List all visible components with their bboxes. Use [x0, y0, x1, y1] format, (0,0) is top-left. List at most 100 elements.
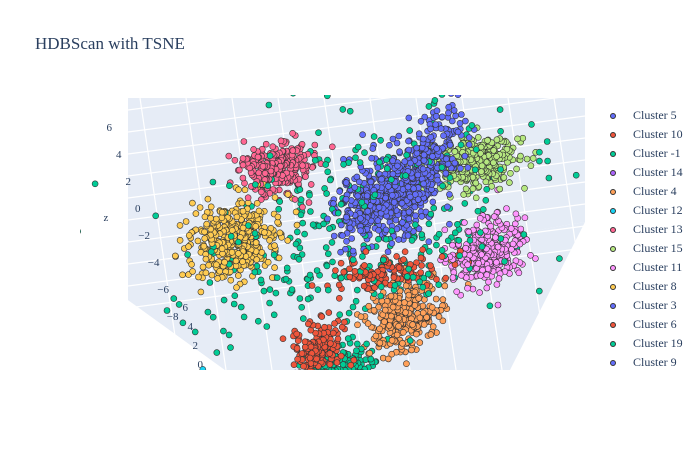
data-point — [244, 372, 250, 378]
data-point — [263, 425, 269, 431]
data-point — [217, 391, 223, 397]
data-point — [372, 332, 380, 340]
data-point — [91, 180, 99, 188]
data-point — [328, 143, 336, 151]
scatter-3d-scene[interactable]: 6 4 2 0 −2 −4 −6 −8 z 6 4 2 0 — [0, 0, 600, 450]
data-point — [355, 178, 363, 186]
data-point — [269, 438, 275, 444]
data-point — [376, 339, 384, 347]
data-point — [326, 176, 334, 184]
data-point — [424, 270, 432, 278]
data-point — [294, 355, 301, 363]
legend-item[interactable]: Cluster 13 — [606, 220, 700, 239]
data-point — [326, 350, 334, 357]
data-point — [186, 404, 192, 410]
legend-item[interactable]: Cluster 12 — [606, 201, 700, 220]
data-point — [346, 391, 352, 397]
data-point — [274, 213, 282, 221]
legend-item[interactable]: Cluster 19 — [606, 334, 700, 353]
data-point — [320, 220, 327, 228]
data-point — [331, 372, 337, 378]
data-point — [218, 386, 224, 392]
data-point — [273, 439, 279, 445]
data-point — [267, 434, 273, 440]
legend-item[interactable]: Cluster 5 — [606, 106, 700, 125]
data-point — [213, 261, 220, 269]
data-point — [342, 195, 350, 203]
data-point — [245, 434, 251, 440]
legend-item[interactable]: Cluster 4 — [606, 182, 700, 201]
data-point — [207, 392, 213, 398]
data-point — [232, 257, 240, 265]
legend-item[interactable]: Cluster 6 — [606, 315, 700, 334]
data-point — [416, 314, 424, 322]
data-point — [194, 407, 200, 413]
legend-marker-icon — [610, 207, 616, 214]
data-point — [219, 378, 225, 384]
data-point — [242, 410, 248, 416]
data-point — [199, 415, 205, 421]
data-point — [382, 235, 390, 243]
legend-item[interactable]: Cluster 10 — [606, 125, 700, 144]
data-point — [298, 384, 304, 390]
data-point — [497, 166, 504, 173]
data-point — [503, 205, 510, 212]
data-point — [187, 415, 193, 421]
data-point — [197, 411, 203, 417]
data-point — [389, 135, 397, 143]
data-point — [354, 143, 362, 151]
legend-item[interactable]: Cluster 8 — [606, 277, 700, 296]
data-point — [429, 153, 436, 160]
data-point — [420, 151, 428, 159]
data-point — [279, 409, 285, 415]
data-point — [353, 340, 361, 348]
data-point — [484, 265, 492, 273]
data-point — [191, 419, 197, 425]
data-point — [275, 205, 283, 213]
data-point — [240, 411, 246, 417]
data-point — [243, 428, 249, 434]
data-point — [358, 199, 366, 206]
data-point — [201, 391, 207, 397]
data-point — [208, 392, 214, 398]
data-point — [299, 315, 307, 322]
data-point — [332, 369, 337, 370]
data-point — [273, 436, 279, 442]
data-point — [267, 437, 273, 443]
data-point — [367, 355, 375, 363]
legend-item[interactable]: Cluster -1 — [606, 144, 700, 163]
data-point — [325, 309, 333, 316]
data-point — [316, 384, 322, 390]
data-point — [336, 188, 343, 195]
y-tick-label: 6 — [183, 302, 189, 314]
data-point — [195, 392, 201, 398]
data-point — [432, 113, 440, 120]
data-point — [245, 421, 251, 427]
data-point — [326, 225, 333, 232]
data-point — [181, 398, 187, 404]
legend-item[interactable]: Cluster 14 — [606, 163, 700, 182]
data-point — [189, 268, 196, 275]
legend-item[interactable]: Cluster 9 — [606, 353, 700, 372]
data-point — [353, 347, 360, 355]
data-point — [293, 345, 301, 352]
data-point — [351, 372, 357, 378]
data-point — [323, 372, 329, 378]
legend-item[interactable]: Cluster 15 — [606, 239, 700, 258]
legend-label: Cluster 14 — [633, 165, 683, 179]
legend-item[interactable]: Cluster 11 — [606, 258, 700, 277]
data-point — [202, 402, 208, 408]
legend-item[interactable]: Cluster 3 — [606, 296, 700, 315]
data-point — [441, 282, 449, 290]
data-point — [179, 271, 186, 279]
data-point — [495, 275, 503, 282]
data-point — [203, 401, 209, 407]
data-point — [276, 420, 282, 426]
data-point — [259, 420, 265, 426]
data-point — [290, 441, 296, 447]
data-point — [446, 220, 453, 228]
data-point — [227, 435, 233, 441]
data-point — [532, 255, 539, 262]
data-point — [221, 414, 227, 420]
legend-label: Cluster 13 — [633, 222, 683, 236]
